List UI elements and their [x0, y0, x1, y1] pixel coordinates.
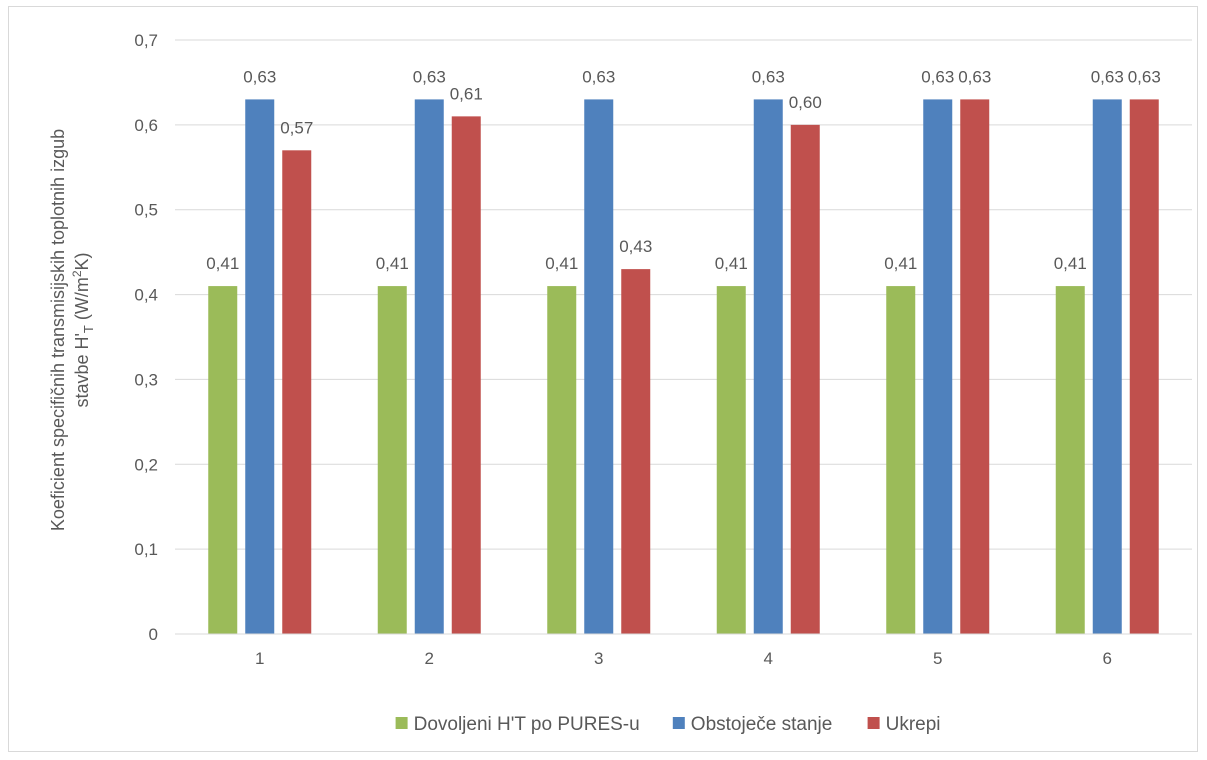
- y-tick-label: 0,2: [134, 455, 158, 474]
- x-tick-label: 2: [425, 649, 434, 668]
- bar: [621, 269, 651, 634]
- bar: [1055, 286, 1085, 634]
- legend-label: Obstoječe stanje: [691, 714, 833, 735]
- bar: [1092, 99, 1122, 634]
- data-label: 0,43: [619, 237, 652, 256]
- x-tick-label: 1: [255, 649, 264, 668]
- y-tick-label: 0,5: [134, 201, 158, 220]
- data-labels: 0,410,630,570,410,630,610,410,630,430,41…: [206, 67, 1161, 273]
- y-tick-label: 0: [149, 625, 158, 644]
- legend-label: Ukrepi: [886, 714, 941, 735]
- bars: [208, 99, 1159, 635]
- legend-label: Dovoljeni H'T po PURES-u: [414, 714, 640, 735]
- legend-swatch: [672, 717, 685, 729]
- data-label: 0,41: [884, 254, 917, 273]
- data-label: 0,63: [1128, 67, 1161, 86]
- legend-swatch: [867, 717, 880, 729]
- data-label: 0,41: [376, 254, 409, 273]
- y-tick-label: 0,4: [134, 286, 158, 305]
- y-axis-ticks: 0 0,1 0,2 0,3 0,4 0,5 0,6 0,7: [134, 31, 158, 644]
- data-label: 0,57: [280, 118, 313, 137]
- data-label: 0,63: [1091, 67, 1124, 86]
- bar: [208, 286, 238, 634]
- bar: [282, 150, 312, 635]
- bar: [753, 99, 783, 634]
- data-label: 0,63: [752, 67, 785, 86]
- bar: [451, 116, 481, 634]
- y-tick-label: 0,1: [134, 540, 158, 559]
- x-tick-label: 6: [1103, 649, 1112, 668]
- x-tick-label: 3: [594, 649, 603, 668]
- bar: [716, 286, 746, 634]
- data-label: 0,60: [789, 93, 822, 112]
- y-axis-label: Koeficient specifičnih transmisijskih to…: [48, 129, 96, 531]
- y-tick-label: 0,7: [134, 31, 158, 50]
- bar: [547, 286, 577, 634]
- bar: [790, 124, 820, 634]
- bar: [886, 286, 916, 634]
- x-tick-label: 5: [933, 649, 942, 668]
- data-label: 0,41: [206, 254, 239, 273]
- bar: [377, 286, 407, 634]
- y-tick-label: 0,3: [134, 370, 158, 389]
- legend-swatch: [395, 717, 408, 729]
- bar: [960, 99, 990, 634]
- data-label: 0,41: [545, 254, 578, 273]
- data-label: 0,63: [958, 67, 991, 86]
- data-label: 0,63: [413, 67, 446, 86]
- bar: [414, 99, 444, 634]
- x-axis-ticks: 1 2 3 4 5 6: [255, 649, 1112, 668]
- y-axis-label-line1: Koeficient specifičnih transmisijskih to…: [48, 129, 68, 531]
- data-label: 0,41: [1054, 254, 1087, 273]
- data-label: 0,63: [582, 67, 615, 86]
- y-tick-label: 0,6: [134, 116, 158, 135]
- data-label: 0,63: [921, 67, 954, 86]
- bar: [245, 99, 275, 634]
- gridlines: [175, 39, 1192, 550]
- legend: Dovoljeni H'T po PURES-u Obstoječe stanje…: [395, 714, 941, 735]
- y-axis-label-line2: stavbe H'T (W/m2K): [70, 252, 96, 407]
- bar: [1129, 99, 1159, 634]
- bar: [584, 99, 614, 634]
- data-label: 0,63: [243, 67, 276, 86]
- data-label: 0,61: [450, 84, 483, 103]
- bar: [923, 99, 953, 634]
- x-tick-label: 4: [764, 649, 773, 668]
- data-label: 0,41: [715, 254, 748, 273]
